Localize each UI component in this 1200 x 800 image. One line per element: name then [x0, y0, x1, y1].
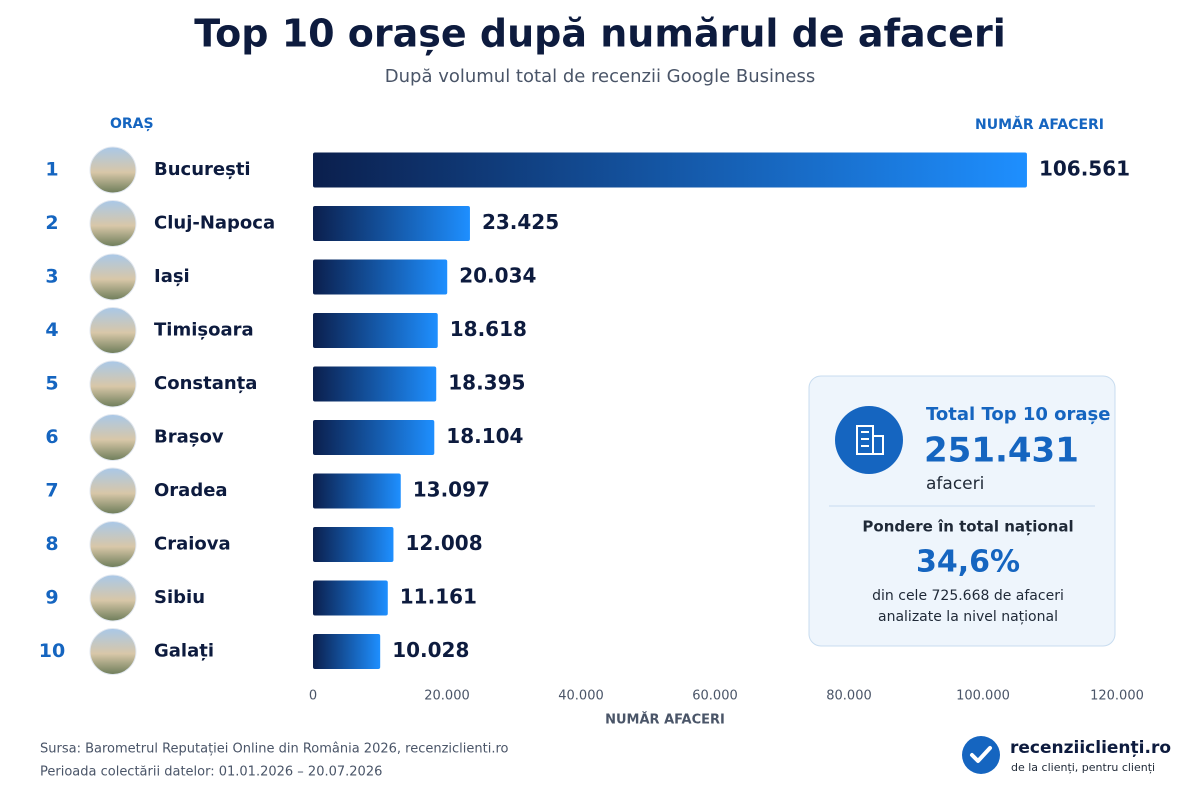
x-tick-label: 60.000	[692, 689, 738, 704]
rank: 1	[45, 159, 58, 181]
category-label: Brașov	[154, 427, 224, 448]
value-label: 13.097	[413, 478, 490, 502]
bar	[313, 634, 381, 669]
bar	[313, 259, 448, 295]
value-label: 10.028	[392, 638, 469, 662]
city-icon	[89, 146, 137, 194]
value-label: 12.008	[405, 531, 482, 555]
value-label: 20.034	[459, 264, 536, 288]
chart-title: Top 10 orașe după numărul de afaceri	[194, 12, 1005, 56]
rank: 2	[45, 212, 58, 234]
summary-share-line: analizate la nivel național	[878, 609, 1058, 625]
category-label: Constanța	[154, 373, 257, 394]
chart-subtitle: După volumul total de recenzii Google Bu…	[385, 66, 816, 87]
city-icon	[89, 253, 137, 301]
bar	[313, 473, 401, 509]
x-tick-label: 40.000	[558, 689, 604, 704]
bar	[313, 420, 435, 455]
bar	[313, 206, 470, 241]
summary-total-unit: afaceri	[926, 474, 984, 494]
x-tick-label: 100.000	[956, 689, 1010, 704]
value-label: 18.618	[450, 317, 527, 341]
category-label: Craiova	[154, 534, 231, 555]
x-tick-label: 20.000	[424, 689, 470, 704]
rank: 7	[45, 480, 58, 502]
value-label: 106.561	[1039, 157, 1130, 181]
category-label: Oradea	[154, 480, 228, 501]
brand-check	[970, 746, 992, 763]
value-label: 18.395	[448, 371, 525, 395]
category-label: Cluj-Napoca	[154, 213, 275, 234]
summary-total-value: 251.431	[924, 431, 1079, 471]
summary-total-title: Total Top 10 orașe	[926, 404, 1110, 425]
rank: 9	[45, 587, 58, 609]
category-header: ORAȘ	[110, 116, 154, 132]
city-icon	[89, 574, 137, 622]
source: Sursa: Barometrul Reputației Online din …	[40, 742, 509, 757]
rank: 4	[45, 319, 58, 341]
city-icon	[89, 307, 137, 354]
category-label: Galați	[154, 641, 214, 662]
value-label: 23.425	[482, 210, 559, 234]
bar	[313, 313, 438, 348]
category-label: Timișoara	[154, 320, 254, 341]
bar	[313, 366, 437, 402]
brand-tagline: de la clienți, pentru clienți	[1011, 761, 1155, 774]
summary-share-line: din cele 725.668 de afaceri	[872, 588, 1064, 604]
city-icon	[89, 467, 137, 515]
x-axis-label: NUMĂR AFACERI	[605, 712, 725, 728]
bar	[313, 152, 1027, 188]
bar	[313, 527, 394, 562]
category-label: Iași	[154, 266, 190, 287]
city-icon	[89, 628, 137, 675]
city-icon	[89, 521, 137, 568]
rank: 5	[45, 373, 58, 395]
x-tick-label: 80.000	[826, 689, 872, 704]
period: Perioada colectării datelor: 01.01.2026 …	[40, 765, 382, 780]
building-icon	[856, 425, 884, 455]
rank: 3	[45, 266, 58, 288]
rank: 8	[45, 533, 58, 555]
rank: 6	[45, 426, 58, 448]
brand-name: recenziiclienți.ro	[1010, 738, 1171, 758]
rank: 10	[39, 640, 65, 662]
summary-share-title: Pondere în total național	[862, 518, 1073, 536]
summary-share-value: 34,6%	[916, 545, 1020, 580]
value-label: 18.104	[446, 424, 523, 448]
x-tick-label: 120.000	[1090, 689, 1144, 704]
city-icon	[89, 414, 137, 461]
category-label: Sibiu	[154, 587, 205, 608]
city-icon	[89, 200, 137, 247]
bar	[313, 580, 388, 616]
category-label: București	[154, 159, 251, 180]
x-tick-label: 0	[309, 689, 317, 704]
value-header: NUMĂR AFACERI	[975, 115, 1104, 133]
city-icon	[89, 360, 137, 408]
value-label: 11.161	[400, 585, 477, 609]
